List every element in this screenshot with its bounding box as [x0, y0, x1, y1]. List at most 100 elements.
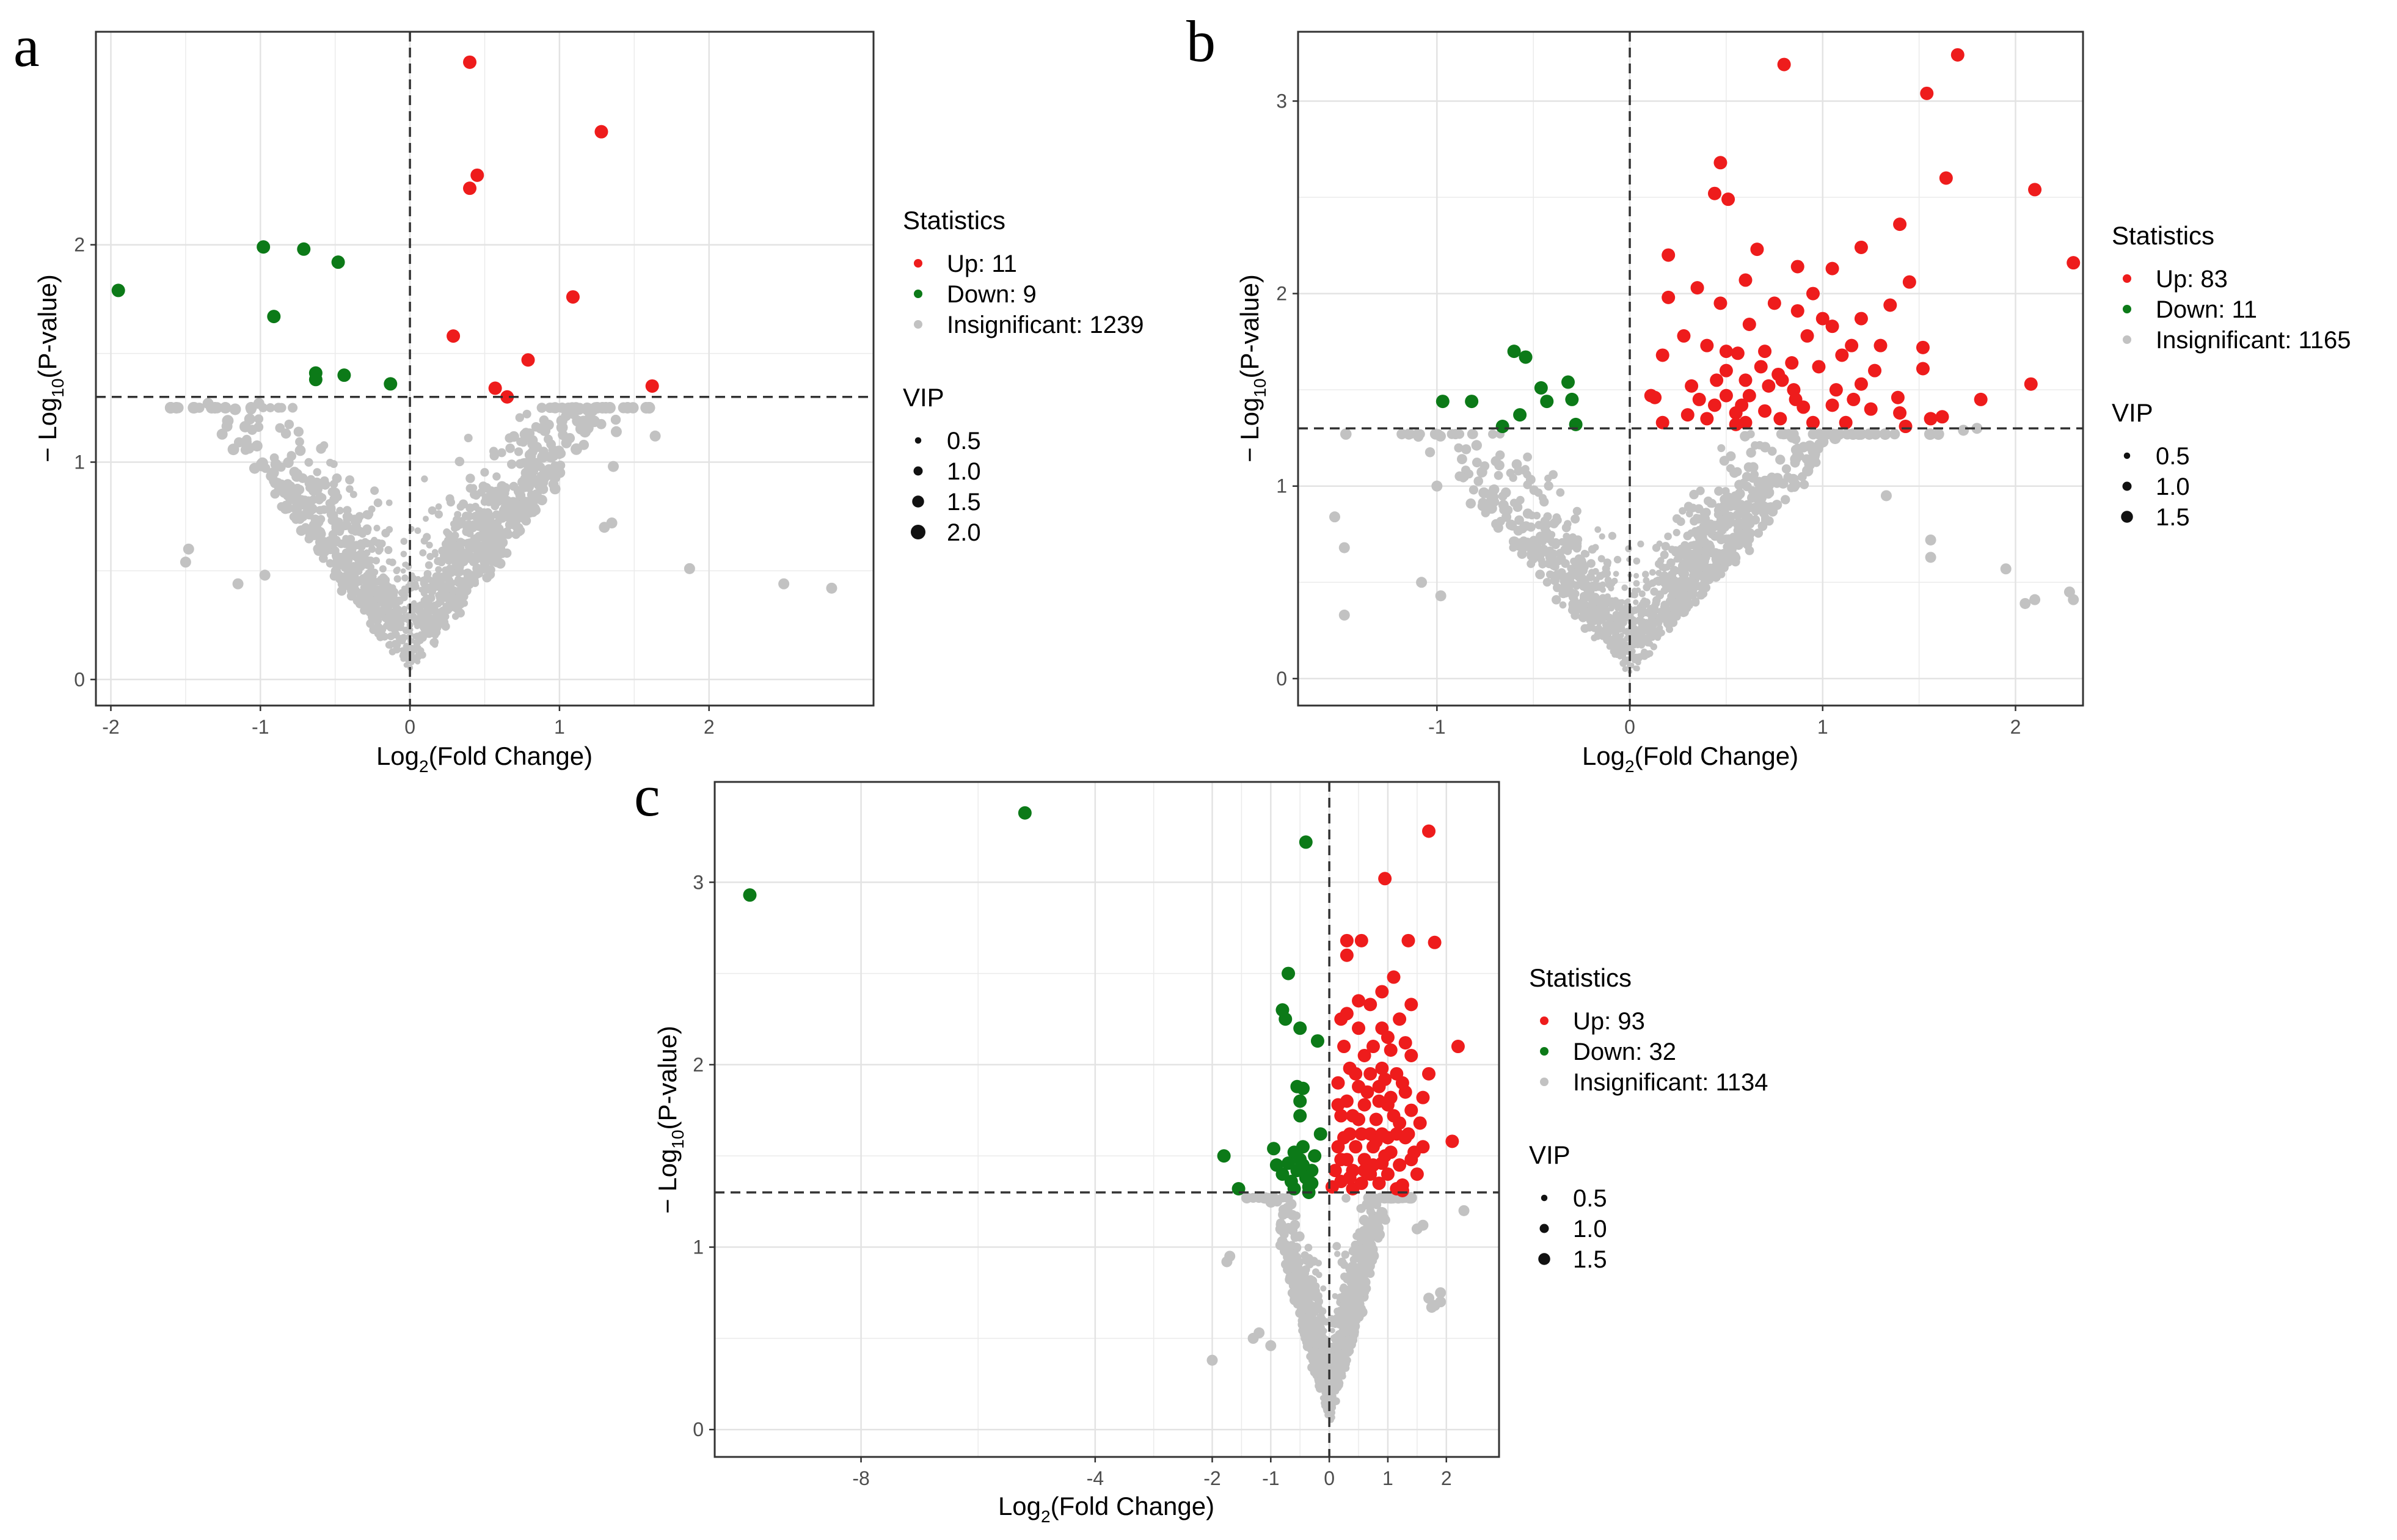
point-insignificant	[1623, 605, 1629, 611]
point-insignificant	[1743, 533, 1754, 544]
point-up	[1372, 1177, 1386, 1191]
point-up	[1662, 290, 1676, 304]
point-insignificant	[423, 622, 431, 630]
point-insignificant	[1580, 563, 1589, 571]
point-up	[1950, 48, 1965, 62]
point-insignificant	[1924, 428, 1936, 440]
point-insignificant	[419, 549, 427, 557]
point-insignificant	[575, 423, 587, 435]
point-insignificant	[1781, 495, 1790, 505]
point-insignificant	[1592, 585, 1599, 592]
point-up	[1939, 171, 1953, 185]
point-insignificant	[1486, 493, 1495, 502]
point-insignificant	[401, 585, 407, 591]
point-insignificant	[1298, 1326, 1307, 1335]
point-insignificant	[295, 437, 304, 447]
point-insignificant	[372, 557, 380, 564]
point-insignificant	[1435, 590, 1447, 602]
point-insignificant	[1698, 538, 1707, 547]
point-insignificant	[484, 516, 494, 526]
point-insignificant	[1489, 484, 1500, 495]
point-insignificant	[1958, 425, 1969, 436]
point-insignificant	[1488, 429, 1498, 439]
legend-size-label: 2.0	[947, 519, 981, 546]
point-insignificant	[485, 571, 494, 579]
point-down	[1534, 381, 1548, 395]
point-insignificant	[1338, 609, 1350, 621]
point-insignificant	[1726, 464, 1735, 473]
point-insignificant	[410, 600, 417, 607]
point-up	[1893, 406, 1907, 420]
point-insignificant	[627, 402, 639, 414]
point-insignificant	[1416, 577, 1428, 588]
point-insignificant	[2000, 563, 2012, 575]
point-insignificant	[1567, 573, 1575, 582]
point-insignificant	[509, 519, 519, 530]
point-up	[1738, 373, 1753, 387]
point-insignificant	[1352, 1244, 1360, 1253]
point-insignificant	[1579, 611, 1588, 620]
point-insignificant	[1594, 526, 1602, 533]
point-up	[470, 168, 484, 182]
point-up	[1710, 373, 1724, 387]
point-insignificant	[1519, 536, 1528, 546]
point-insignificant	[1715, 530, 1724, 539]
point-insignificant	[345, 475, 354, 485]
point-insignificant	[1637, 611, 1646, 619]
point-insignificant	[350, 517, 359, 525]
point-insignificant	[1605, 577, 1611, 584]
legend-size-swatch	[912, 495, 924, 508]
point-insignificant	[1310, 1368, 1319, 1377]
point-up	[1354, 1127, 1368, 1141]
legend-size-swatch	[1539, 1224, 1549, 1233]
point-insignificant	[232, 578, 244, 589]
point-up	[1360, 1085, 1374, 1099]
point-insignificant	[1282, 1193, 1291, 1203]
point-insignificant	[1349, 1262, 1357, 1271]
point-insignificant	[1889, 428, 1900, 440]
point-insignificant	[492, 486, 501, 495]
point-insignificant	[1360, 1214, 1369, 1224]
point-insignificant	[440, 547, 450, 557]
point-insignificant	[489, 447, 498, 456]
point-insignificant	[1527, 551, 1536, 561]
legend-title-vip: VIP	[1529, 1140, 1571, 1169]
point-insignificant	[445, 557, 453, 565]
point-insignificant	[1662, 576, 1671, 585]
point-up	[1835, 348, 1849, 362]
point-insignificant	[1340, 1323, 1348, 1331]
y-tick-label: 0	[693, 1418, 704, 1440]
point-insignificant	[306, 525, 316, 535]
point-insignificant	[1619, 616, 1627, 624]
point-insignificant	[1617, 654, 1623, 660]
point-insignificant	[418, 604, 425, 610]
point-insignificant	[1283, 1265, 1292, 1274]
point-insignificant	[1800, 480, 1809, 489]
point-insignificant	[298, 511, 308, 522]
point-insignificant	[1559, 589, 1568, 599]
point-insignificant	[1643, 577, 1650, 584]
point-insignificant	[522, 409, 531, 418]
point-insignificant	[435, 566, 442, 574]
point-insignificant	[222, 415, 234, 427]
point-insignificant	[297, 473, 308, 483]
point-insignificant	[1633, 557, 1641, 565]
legend-size-label: 1.5	[2156, 504, 2190, 531]
point-up	[1719, 389, 1733, 403]
point-insignificant	[461, 586, 469, 594]
point-insignificant	[464, 434, 473, 442]
x-axis-title-subscript: 2	[1041, 1507, 1051, 1526]
point-insignificant	[374, 611, 382, 619]
point-insignificant	[1332, 1314, 1341, 1323]
point-insignificant	[357, 563, 365, 571]
point-up	[1334, 1109, 1348, 1123]
point-insignificant	[522, 499, 531, 509]
point-up	[1375, 1127, 1389, 1141]
point-insignificant	[1723, 552, 1732, 560]
point-insignificant	[1623, 646, 1629, 652]
point-insignificant	[451, 613, 459, 620]
legend-size-swatch	[2123, 452, 2131, 459]
point-insignificant	[1498, 491, 1508, 501]
point-insignificant	[1318, 1330, 1325, 1338]
point-insignificant	[1672, 582, 1680, 591]
